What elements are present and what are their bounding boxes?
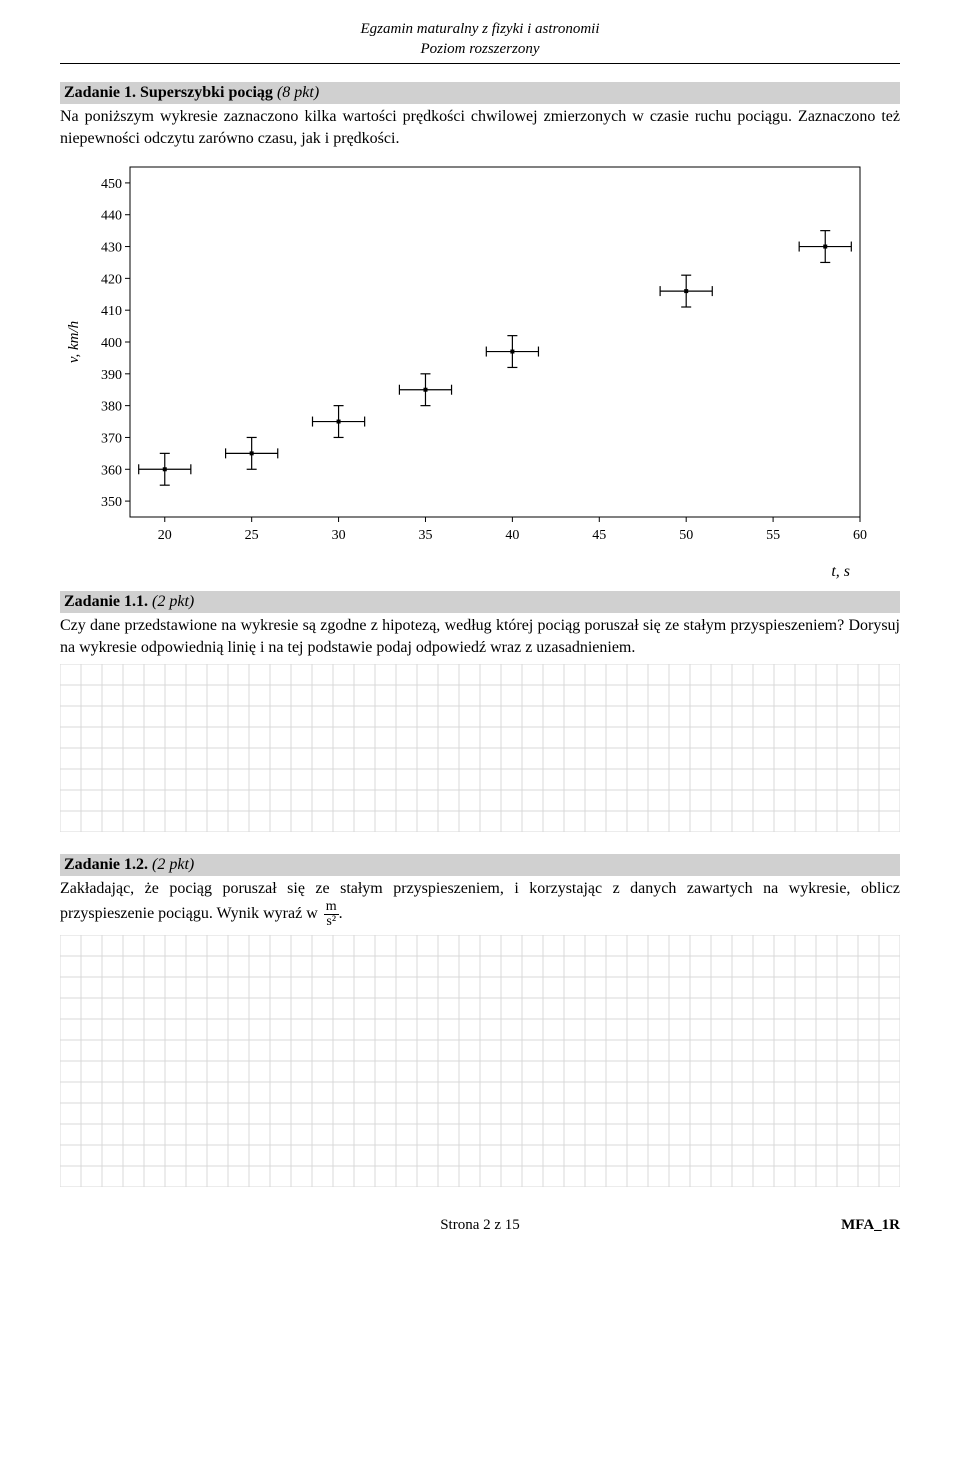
- svg-text:380: 380: [101, 400, 122, 415]
- task11-bar: Zadanie 1.1. (2 pkt): [60, 591, 900, 613]
- page-number: Strona 2 z 15: [160, 1217, 800, 1234]
- svg-text:v, km/h: v, km/h: [66, 321, 82, 363]
- answer-grid-1: [60, 664, 900, 832]
- svg-text:440: 440: [101, 209, 122, 224]
- svg-text:60: 60: [853, 528, 867, 543]
- task12-title: Zadanie 1.2.: [64, 856, 148, 873]
- task11-text: Czy dane przedstawione na wykresie są zg…: [60, 615, 900, 658]
- fraction-num: m: [324, 900, 339, 915]
- svg-text:430: 430: [101, 241, 122, 256]
- svg-text:25: 25: [245, 528, 259, 543]
- task1-title: Zadanie 1. Superszybki pociąg: [64, 84, 273, 101]
- footer-spacer: [60, 1217, 160, 1234]
- task11-title: Zadanie 1.1.: [64, 593, 148, 610]
- svg-text:400: 400: [101, 336, 122, 351]
- task12-text: Zakładając, że pociąg poruszał się ze st…: [60, 878, 900, 929]
- svg-text:45: 45: [592, 528, 606, 543]
- task1-points: (8 pkt): [277, 84, 319, 101]
- task12-points: (2 pkt): [152, 856, 194, 873]
- svg-text:390: 390: [101, 368, 122, 383]
- svg-text:360: 360: [101, 463, 122, 478]
- svg-text:50: 50: [679, 528, 693, 543]
- task1-bar: Zadanie 1. Superszybki pociąg (8 pkt): [60, 82, 900, 104]
- header-rule: [60, 63, 900, 64]
- footer: Strona 2 z 15 MFA_1R: [60, 1217, 900, 1234]
- task12-text-after: .: [339, 905, 343, 922]
- svg-text:450: 450: [101, 177, 122, 192]
- x-axis-label: t, s: [60, 563, 850, 581]
- svg-text:55: 55: [766, 528, 780, 543]
- svg-text:40: 40: [505, 528, 519, 543]
- task1-text: Na poniższym wykresie zaznaczono kilka w…: [60, 106, 900, 149]
- header-line-1: Egzamin maturalny z fizyki i astronomii: [60, 20, 900, 40]
- velocity-chart: v, km/h 350 360 370 380 390 400 410 420 430 440 450…: [60, 157, 900, 557]
- svg-text:410: 410: [101, 304, 122, 319]
- task11-points: (2 pkt): [152, 593, 194, 610]
- svg-text:350: 350: [101, 495, 122, 510]
- svg-text:35: 35: [418, 528, 432, 543]
- svg-text:370: 370: [101, 432, 122, 447]
- header-line-2: Poziom rozszerzony: [60, 40, 900, 60]
- fraction-unit: ms²: [324, 900, 339, 929]
- answer-grid-2: [60, 935, 900, 1187]
- task12-bar: Zadanie 1.2. (2 pkt): [60, 854, 900, 876]
- svg-text:20: 20: [158, 528, 172, 543]
- fraction-den: s²: [324, 915, 339, 929]
- svg-text:420: 420: [101, 273, 122, 288]
- svg-text:30: 30: [332, 528, 346, 543]
- task12-text-before: Zakładając, że pociąg poruszał się ze st…: [60, 880, 900, 922]
- exam-code: MFA_1R: [800, 1217, 900, 1234]
